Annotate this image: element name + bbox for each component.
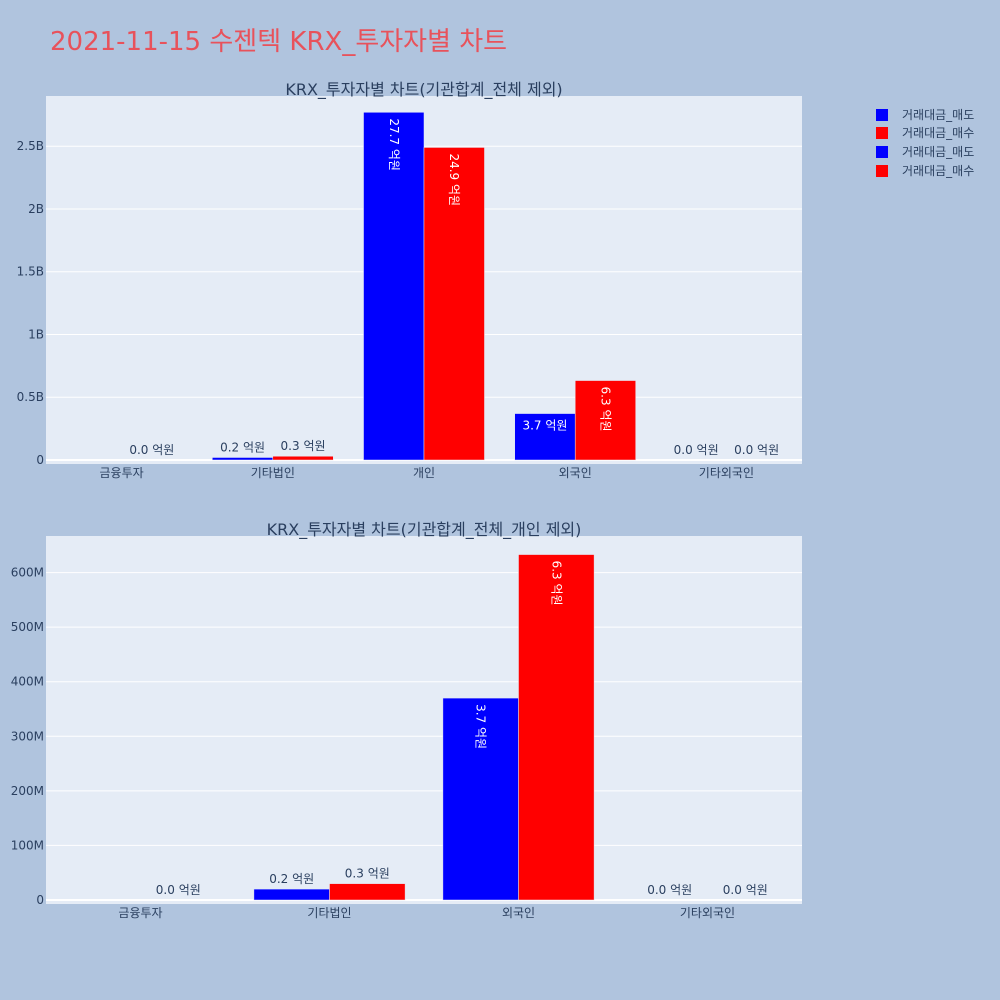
x-tick-label: 기타외국인 <box>680 906 735 920</box>
bar-data-label: 3.7 억원 <box>474 704 488 749</box>
chart-2: KRX_투자자별 차트(기관합계_전체_개인 제외) 0 100M 200M 300M 4… <box>11 520 802 920</box>
x-tick-label: 외국인 <box>559 466 592 480</box>
legend-label-1: 거래대금_매수 <box>902 126 974 140</box>
bar-buy[interactable] <box>423 147 485 461</box>
chart-1: KRX_투자자별 차트(기관합계_전체 제외) 0 0.5B 1B 1.5B 2B 2.5B… <box>17 80 802 480</box>
y-tick-label: 100M <box>11 838 44 852</box>
bar-data-label: 0.3 억원 <box>281 439 326 453</box>
bar-data-label: 6.3 억원 <box>549 561 563 606</box>
bar-data-label: 27.7 억원 <box>387 118 401 171</box>
y-tick-label: 2.5B <box>17 139 44 153</box>
y-tick-label: 0 <box>36 893 44 907</box>
x-tick-label: 기타법인 <box>307 906 351 920</box>
legend-item-2[interactable]: 거래대금_매도 <box>876 145 974 159</box>
bar-sell[interactable] <box>514 413 576 461</box>
legend-item-1[interactable]: 거래대금_매수 <box>876 126 974 140</box>
y-tick-label: 500M <box>11 620 44 634</box>
legend[interactable]: 거래대금_매도 거래대금_매수 거래대금_매도 거래대금_매수 <box>876 108 974 178</box>
legend-swatch-2 <box>876 146 888 158</box>
bar-buy[interactable] <box>518 554 595 901</box>
y-tick-label: 0.5B <box>17 390 44 404</box>
x-tick-label: 금융투자 <box>100 466 144 480</box>
y-tick-label: 1B <box>28 327 44 341</box>
y-tick-label: 600M <box>11 566 44 580</box>
y-tick-label: 0 <box>36 453 44 467</box>
bar-data-label: 0.0 억원 <box>674 443 719 457</box>
x-tick-label: 기타법인 <box>251 466 295 480</box>
y-tick-label: 2B <box>28 202 44 216</box>
legend-swatch-3 <box>876 165 888 177</box>
x-tick-label: 개인 <box>413 466 435 480</box>
bar-data-label: 0.0 억원 <box>734 443 779 457</box>
x-tick-label: 기타외국인 <box>699 466 754 480</box>
bar-data-label: 0.0 억원 <box>723 883 768 897</box>
legend-label-0: 거래대금_매도 <box>902 108 974 122</box>
legend-item-0[interactable]: 거래대금_매도 <box>876 108 974 122</box>
bar-data-label: 24.9 억원 <box>447 153 461 206</box>
legend-label-2: 거래대금_매도 <box>902 145 974 159</box>
y-tick-label: 400M <box>11 675 44 689</box>
legend-item-3[interactable]: 거래대금_매수 <box>876 164 974 178</box>
bar-data-label: 0.0 억원 <box>647 883 692 897</box>
bar-buy[interactable] <box>272 455 334 461</box>
x-tick-label: 금융투자 <box>118 906 162 920</box>
legend-swatch-1 <box>876 127 888 139</box>
legend-swatch-0 <box>876 109 888 121</box>
chart-title: KRX_투자자별 차트(기관합계_전체 제외) <box>285 80 562 100</box>
bar-data-label: 0.0 억원 <box>156 883 201 897</box>
bar-sell[interactable] <box>442 697 519 901</box>
legend-label-3: 거래대금_매수 <box>902 164 974 178</box>
bar-data-label: 0.3 억원 <box>345 867 390 881</box>
y-tick-label: 200M <box>11 784 44 798</box>
x-tick-label: 외국인 <box>502 906 535 920</box>
bar-data-label: 0.0 억원 <box>129 443 174 457</box>
y-tick-label: 300M <box>11 729 44 743</box>
bar-sell[interactable] <box>212 457 274 461</box>
chart-title: KRX_투자자별 차트(기관합계_전체_개인 제외) <box>267 520 582 540</box>
page-title: 2021-11-15 수젠텍 KRX_투자자별 차트 <box>50 27 507 57</box>
y-tick-label: 1.5B <box>17 265 44 279</box>
bar-data-label: 3.7 억원 <box>522 419 567 433</box>
bar-buy[interactable] <box>574 380 636 461</box>
bar-sell[interactable] <box>253 888 330 901</box>
bar-buy[interactable] <box>329 883 406 901</box>
plot-area <box>46 536 802 904</box>
bar-data-label: 6.3 억원 <box>598 387 612 432</box>
bar-data-label: 0.2 억원 <box>269 872 314 886</box>
bar-data-label: 0.2 억원 <box>220 440 265 454</box>
